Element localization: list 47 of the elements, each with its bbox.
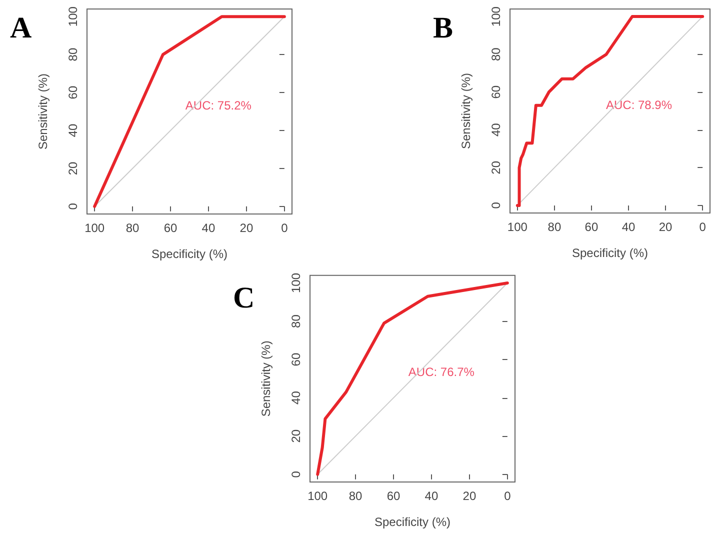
x-tick-label: 100 xyxy=(84,221,105,235)
y-tick-label: 80 xyxy=(489,47,503,62)
annotation: AUC: 76.7% xyxy=(408,365,475,380)
y-tick-label: 0 xyxy=(289,470,303,478)
x-tick-label: 80 xyxy=(126,221,140,235)
chart-title: C xyxy=(233,282,255,314)
y-tick-label: 60 xyxy=(489,85,503,99)
y-tick-label: 20 xyxy=(489,160,503,174)
y-tick-label: 0 xyxy=(489,202,503,209)
y-axis-title: Sensitivity (%) xyxy=(459,72,473,150)
y-tick-label: 100 xyxy=(289,272,303,294)
y-tick-label: 40 xyxy=(289,390,303,404)
x-tick-label: 40 xyxy=(424,489,438,503)
x-tick-label: 60 xyxy=(164,221,178,235)
x-axis-title: Specificity (%) xyxy=(572,246,648,260)
x-axis-title: Specificity (%) xyxy=(374,515,451,529)
y-tick-label: 40 xyxy=(66,123,80,138)
x-tick-label: 20 xyxy=(462,489,476,503)
x-tick-label: 60 xyxy=(386,489,401,503)
x-tick-label: 60 xyxy=(584,220,598,234)
y-tick-label: 60 xyxy=(66,86,80,100)
x-tick-label: 0 xyxy=(699,220,706,234)
x-tick-label: 80 xyxy=(348,489,363,503)
x-axis-title: Specificity (%) xyxy=(151,247,228,261)
y-tick-label: 60 xyxy=(289,352,303,366)
y-tick-label: 0 xyxy=(66,202,80,210)
y-tick-label: 40 xyxy=(489,122,503,137)
y-tick-label: 100 xyxy=(489,6,503,27)
x-tick-label: 80 xyxy=(548,220,562,234)
x-tick-label: 100 xyxy=(308,489,328,503)
chart-title: A xyxy=(10,12,32,44)
y-tick-label: 100 xyxy=(66,6,80,27)
x-tick-label: 20 xyxy=(240,221,254,235)
x-tick-label: 100 xyxy=(507,220,528,234)
y-tick-label: 20 xyxy=(66,161,80,176)
y-tick-label: 20 xyxy=(289,429,303,443)
x-tick-label: 40 xyxy=(202,221,216,235)
annotation: AUC: 75.2% xyxy=(185,98,252,113)
y-tick-label: 80 xyxy=(289,314,303,328)
y-axis-title: Sensitivity (%) xyxy=(259,340,273,417)
x-tick-label: 40 xyxy=(622,220,636,234)
y-tick-label: 80 xyxy=(66,48,80,62)
x-tick-label: 20 xyxy=(658,220,673,234)
annotation: AUC: 78.9% xyxy=(606,98,672,112)
y-axis-title: Sensitivity (%) xyxy=(36,73,50,150)
chart-title: B xyxy=(433,12,454,44)
x-tick-label: 0 xyxy=(504,489,512,503)
